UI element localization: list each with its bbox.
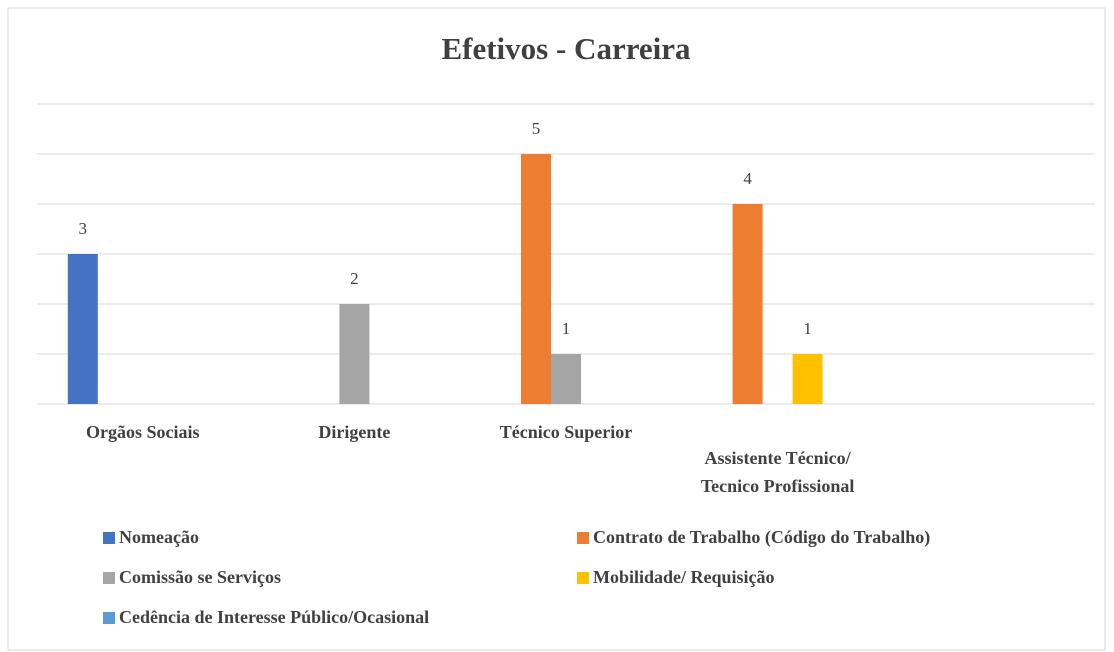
legend-label: Nomeação	[119, 527, 199, 547]
bar	[67, 254, 98, 404]
data-label: 2	[350, 269, 359, 288]
x-tick-label: Técnico Superior	[500, 422, 633, 442]
legend-swatch	[577, 572, 589, 584]
x-tick-label: Dirigente	[318, 422, 390, 442]
bar	[339, 304, 370, 404]
data-label: 5	[532, 119, 541, 138]
legend-swatch	[103, 612, 115, 624]
bar	[732, 204, 763, 404]
legend-label: Comissão se Serviços	[119, 567, 281, 587]
bar	[551, 354, 581, 404]
legend-label: Contrato de Trabalho (Código do Trabalho…	[593, 527, 930, 548]
legend-label: Mobilidade/ Requisição	[593, 567, 775, 587]
chart-frame	[7, 7, 1106, 651]
data-label: 1	[803, 319, 812, 338]
data-label: 1	[562, 319, 571, 338]
bar	[792, 354, 823, 404]
chart-title: Efetivos - Carreira	[441, 31, 691, 66]
legend-swatch	[103, 532, 115, 544]
bar	[521, 154, 551, 404]
data-label: 4	[743, 169, 752, 188]
data-label: 3	[79, 219, 88, 238]
x-tick-label: Assistente Técnico/Tecnico Profissional	[701, 448, 855, 496]
legend-label: Cedência de Interesse Público/Ocasional	[119, 607, 429, 627]
x-tick-label: Orgãos Sociais	[86, 422, 200, 442]
legend-swatch	[577, 532, 589, 544]
legend-swatch	[103, 572, 115, 584]
